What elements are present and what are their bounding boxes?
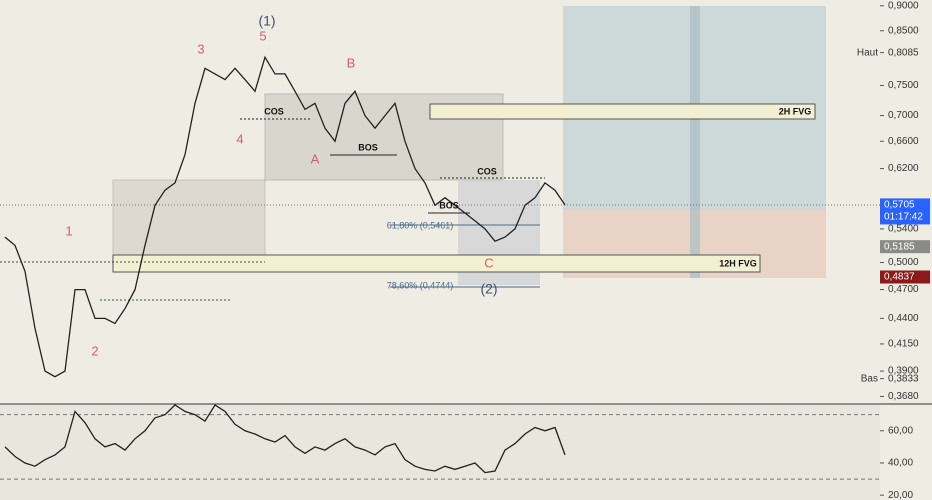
annotation: COS <box>264 106 284 116</box>
annotation: B <box>347 55 356 70</box>
annotation: 1 <box>65 223 72 238</box>
y-tick-label: 0,6600 <box>888 136 919 147</box>
price-line <box>4 404 566 474</box>
rsi-bg <box>0 404 880 500</box>
y-tick-label: 0,4400 <box>888 313 919 324</box>
y-tick-label: 0,4700 <box>888 284 919 295</box>
annotation: BOS <box>358 142 378 152</box>
annotation: A <box>311 151 320 166</box>
price-marker <box>880 198 930 225</box>
y-tick-label: 60,00 <box>888 425 913 436</box>
annotation: COS <box>477 166 497 176</box>
price-marker-label: 0,5705 <box>884 200 915 211</box>
y-tick-label: 0,5000 <box>888 257 919 268</box>
annotation: C <box>484 255 493 270</box>
price-marker-label: 0,5185 <box>884 241 915 252</box>
y-tick-label: 0,9000 <box>888 0 919 11</box>
y-tick-label: 0,5400 <box>888 224 919 235</box>
annotation: BOS <box>439 200 459 210</box>
annotation: 3 <box>197 41 204 56</box>
annotation: (1) <box>258 13 275 29</box>
annotation: 2H FVG <box>779 106 812 116</box>
band <box>690 6 700 278</box>
price-line <box>4 55 566 378</box>
fvg-box <box>112 254 761 273</box>
y-tick-label: 0,3900 <box>888 366 919 377</box>
annotation: 61,80% (0,5461) <box>387 220 454 230</box>
extreme-name: Haut <box>857 47 878 58</box>
extreme-name: Bas <box>861 373 878 384</box>
y-tick-label: 0,3680 <box>888 391 919 402</box>
y-tick-label: 0,6200 <box>888 163 919 174</box>
extreme-label: 0,3833 <box>888 373 919 384</box>
y-tick-label: 0,7000 <box>888 110 919 121</box>
y-tick-label: 0,4150 <box>888 339 919 350</box>
price-marker <box>880 240 930 254</box>
annotation: 4 <box>236 131 243 146</box>
price-marker <box>880 270 930 284</box>
range-box <box>112 179 266 263</box>
annotation: (2) <box>480 281 497 297</box>
extreme-label: 0,8085 <box>888 47 919 58</box>
fvg-box <box>429 103 816 120</box>
price-marker-label: 0,4837 <box>884 272 915 283</box>
annotation: 78,60% (0,4744) <box>387 280 454 290</box>
y-tick-label: 0,7500 <box>888 80 919 91</box>
y-tick-label: 40,00 <box>888 458 913 469</box>
annotation: 12H FVG <box>719 258 757 268</box>
countdown: 01:17:42 <box>884 212 923 223</box>
annotation: 5 <box>259 28 266 43</box>
y-tick-label: 20,00 <box>888 490 913 500</box>
annotation: 2 <box>91 343 98 358</box>
y-tick-label: 0,8500 <box>888 25 919 36</box>
